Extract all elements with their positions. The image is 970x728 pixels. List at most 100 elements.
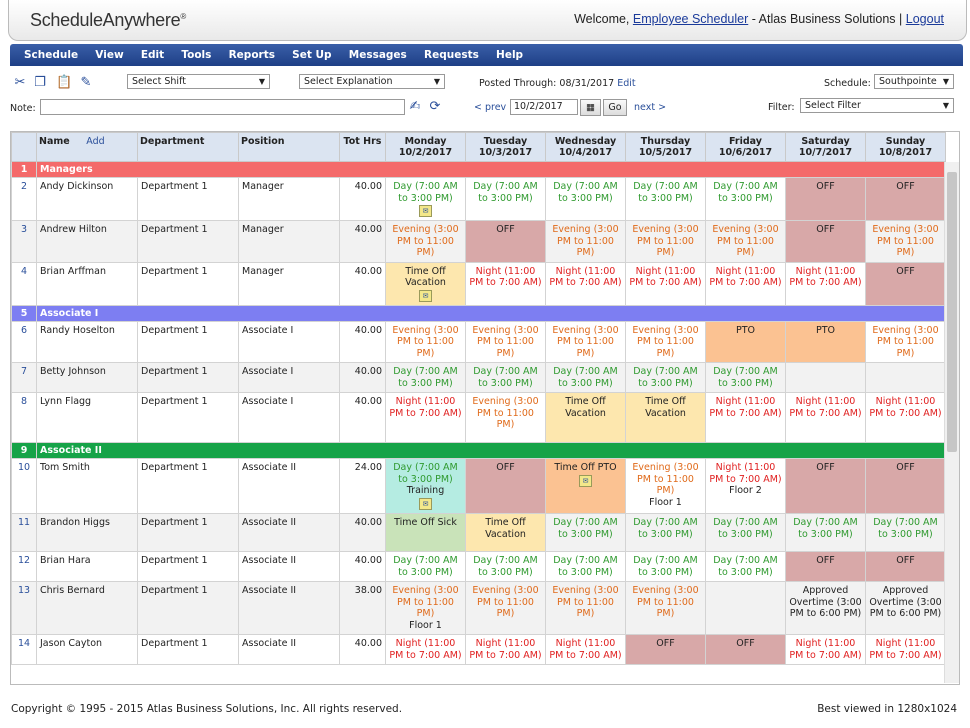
- employee-department[interactable]: Department 1: [137, 261, 239, 306]
- employee-department[interactable]: Department 1: [137, 392, 239, 443]
- employee-department[interactable]: Department 1: [137, 220, 239, 263]
- day-header[interactable]: Thursday 10/5/2017: [625, 132, 706, 162]
- day-header[interactable]: Wednesday 10/4/2017: [545, 132, 626, 162]
- shift-cell[interactable]: Night (11:00 PM to 7:00 AM): [785, 392, 866, 443]
- shift-cell[interactable]: Day (7:00 AM to 3:00 PM): [545, 513, 626, 552]
- shift-cell[interactable]: OFF: [625, 634, 706, 665]
- shift-cell[interactable]: OFF: [785, 177, 866, 221]
- shift-cell[interactable]: Night (11:00 PM to 7:00 AM): [865, 634, 946, 665]
- shift-cell[interactable]: Approved Overtime (3:00 PM to 6:00 PM): [865, 581, 946, 635]
- employee-name[interactable]: Randy Hoselton: [36, 320, 138, 363]
- shift-cell[interactable]: Time Off Vacation ✉: [385, 261, 466, 306]
- date-input[interactable]: 10/2/2017: [510, 99, 578, 115]
- shift-cell[interactable]: Evening (3:00 PM to 11:00 PM): [865, 220, 946, 263]
- shift-cell[interactable]: Day (7:00 AM to 3:00 PM): [385, 551, 466, 582]
- name-header[interactable]: Name Add: [36, 132, 138, 162]
- shift-cell[interactable]: Evening (3:00 PM to 11:00 PM) Floor 1: [385, 581, 466, 635]
- menu-reports[interactable]: Reports: [228, 49, 275, 61]
- select-explanation-dropdown[interactable]: Select Explanation ▼: [299, 74, 445, 89]
- employee-position[interactable]: Associate II: [238, 458, 340, 514]
- group-label[interactable]: Associate II: [36, 442, 946, 459]
- employee-position[interactable]: Associate II: [238, 581, 340, 635]
- shift-cell[interactable]: [705, 581, 786, 635]
- menu-schedule[interactable]: Schedule: [24, 49, 79, 61]
- employee-department[interactable]: Department 1: [137, 513, 239, 552]
- employee-position[interactable]: Associate I: [238, 362, 340, 393]
- shift-cell[interactable]: Time Off Vacation: [545, 392, 626, 443]
- employee-position[interactable]: Associate II: [238, 634, 340, 665]
- shift-cell[interactable]: OFF: [865, 177, 946, 221]
- user-link[interactable]: Employee Scheduler: [632, 12, 749, 26]
- shift-cell[interactable]: Day (7:00 AM to 3:00 PM) Training ✉: [385, 458, 466, 514]
- shift-cell[interactable]: Day (7:00 AM to 3:00 PM): [625, 513, 706, 552]
- employee-name[interactable]: Tom Smith: [36, 458, 138, 514]
- shift-cell[interactable]: OFF: [865, 458, 946, 514]
- add-employee-link[interactable]: Add: [86, 136, 105, 147]
- employee-department[interactable]: Department 1: [137, 581, 239, 635]
- shift-cell[interactable]: Evening (3:00 PM to 11:00 PM) Floor 1: [625, 458, 706, 514]
- cut-icon[interactable]: ✂: [14, 75, 26, 90]
- shift-cell[interactable]: Day (7:00 AM to 3:00 PM) ✉: [385, 177, 466, 221]
- shift-cell[interactable]: Evening (3:00 PM to 11:00 PM): [465, 581, 546, 635]
- copy-icon[interactable]: ❐: [34, 75, 46, 90]
- menu-messages[interactable]: Messages: [348, 49, 407, 61]
- employee-department[interactable]: Department 1: [137, 458, 239, 514]
- department-header[interactable]: Department: [137, 132, 239, 162]
- prev-link[interactable]: < prev: [474, 102, 507, 113]
- scroll-thumb[interactable]: [947, 172, 957, 452]
- employee-position[interactable]: Associate II: [238, 513, 340, 552]
- shift-cell[interactable]: OFF: [785, 220, 866, 263]
- employee-name[interactable]: Brian Arffman: [36, 261, 138, 306]
- note-icon[interactable]: ✉: [419, 289, 432, 302]
- shift-cell[interactable]: Night (11:00 PM to 7:00 AM): [785, 261, 866, 306]
- employee-department[interactable]: Department 1: [137, 177, 239, 221]
- shift-cell[interactable]: Day (7:00 AM to 3:00 PM): [705, 551, 786, 582]
- shift-cell[interactable]: Night (11:00 PM to 7:00 AM): [465, 634, 546, 665]
- employee-position[interactable]: Associate I: [238, 320, 340, 363]
- note-icon[interactable]: ✉: [419, 205, 432, 217]
- day-header[interactable]: Friday 10/6/2017: [705, 132, 786, 162]
- group-label[interactable]: Managers: [36, 161, 946, 178]
- paste-icon[interactable]: 📋: [56, 75, 73, 90]
- menu-edit[interactable]: Edit: [140, 49, 165, 61]
- employee-name[interactable]: Betty Johnson: [36, 362, 138, 393]
- menu-tools[interactable]: Tools: [181, 49, 212, 61]
- shift-cell[interactable]: PTO: [705, 320, 786, 363]
- note-input[interactable]: [40, 99, 405, 115]
- shift-cell[interactable]: Day (7:00 AM to 3:00 PM): [705, 177, 786, 221]
- shift-cell[interactable]: Night (11:00 PM to 7:00 AM) Floor 2: [705, 458, 786, 514]
- shift-cell[interactable]: PTO: [785, 320, 866, 363]
- employee-name[interactable]: Brian Hara: [36, 551, 138, 582]
- day-header[interactable]: Sunday 10/8/2017: [865, 132, 946, 162]
- position-header[interactable]: Position: [238, 132, 340, 162]
- shift-cell[interactable]: OFF: [785, 458, 866, 514]
- employee-name[interactable]: Brandon Higgs: [36, 513, 138, 552]
- shift-cell[interactable]: Night (11:00 PM to 7:00 AM): [545, 261, 626, 306]
- shift-cell[interactable]: Evening (3:00 PM to 11:00 PM): [385, 320, 466, 363]
- employee-position[interactable]: Manager: [238, 261, 340, 306]
- employee-position[interactable]: Associate I: [238, 392, 340, 443]
- shift-cell[interactable]: Day (7:00 AM to 3:00 PM): [705, 513, 786, 552]
- shift-cell[interactable]: Day (7:00 AM to 3:00 PM): [625, 362, 706, 393]
- menu-view[interactable]: View: [95, 49, 124, 61]
- day-header[interactable]: Saturday 10/7/2017: [785, 132, 866, 162]
- shift-cell[interactable]: Day (7:00 AM to 3:00 PM): [465, 177, 546, 221]
- shift-cell[interactable]: Day (7:00 AM to 3:00 PM): [625, 177, 706, 221]
- app-logo[interactable]: ScheduleAnywhere®: [30, 10, 186, 30]
- employee-position[interactable]: Manager: [238, 220, 340, 263]
- refresh-icon[interactable]: ⟳: [429, 99, 441, 114]
- shift-cell[interactable]: Night (11:00 PM to 7:00 AM): [385, 392, 466, 443]
- shift-cell[interactable]: Time Off Sick: [385, 513, 466, 552]
- employee-name[interactable]: Lynn Flagg: [36, 392, 138, 443]
- shift-cell[interactable]: Evening (3:00 PM to 11:00 PM): [625, 581, 706, 635]
- shift-cell[interactable]: Day (7:00 AM to 3:00 PM): [465, 551, 546, 582]
- calendar-icon[interactable]: ▦: [580, 99, 601, 116]
- shift-cell[interactable]: Day (7:00 AM to 3:00 PM): [625, 551, 706, 582]
- go-button[interactable]: Go: [603, 99, 627, 116]
- shift-cell[interactable]: Time Off Vacation: [465, 513, 546, 552]
- employee-name[interactable]: Jason Cayton: [36, 634, 138, 665]
- menu-help[interactable]: Help: [496, 49, 524, 61]
- employee-name[interactable]: Andrew Hilton: [36, 220, 138, 263]
- note-icon[interactable]: ✉: [419, 497, 432, 510]
- employee-name[interactable]: Chris Bernard: [36, 581, 138, 635]
